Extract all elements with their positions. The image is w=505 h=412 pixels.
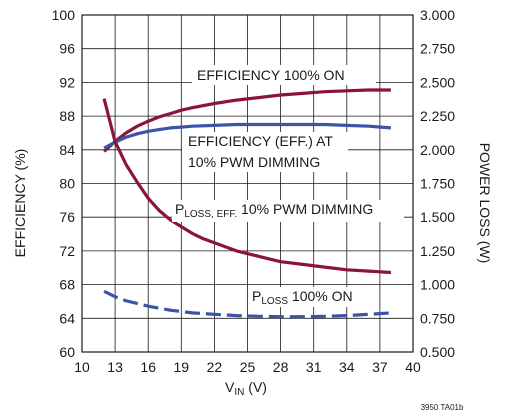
y-right-tick-label-0: 0.500 bbox=[420, 344, 455, 360]
x-tick-label-1: 13 bbox=[107, 359, 123, 375]
annotation-eff-pwm-line1: EFFICIENCY (EFF.) AT bbox=[188, 133, 333, 149]
y-right-tick-label-1: 0.750 bbox=[420, 310, 455, 326]
x-axis-label-unit: (V) bbox=[244, 379, 267, 395]
y-right-tick-label-2: 1.000 bbox=[420, 277, 455, 293]
x-tick-label-9: 37 bbox=[372, 359, 388, 375]
y-left-tick-label-3: 72 bbox=[59, 243, 75, 259]
ploss-pwm-line bbox=[102, 98, 392, 275]
y-right-tick-label-4: 1.500 bbox=[420, 209, 455, 225]
y-left-tick-label-8: 92 bbox=[59, 74, 75, 90]
x-ticks: 10 13 16 19 22 25 28 31 34 37 40 bbox=[74, 359, 421, 375]
y-right-tick-label-3: 1.250 bbox=[420, 243, 455, 259]
annotation-eff-pwm-line2: 10% PWM DIMMING bbox=[188, 154, 320, 170]
y-left-tick-label-4: 76 bbox=[59, 209, 75, 225]
annotation-ploss-pwm: PLOSS, EFF. 10% PWM DIMMING bbox=[175, 201, 373, 220]
y-left-tick-label-6: 84 bbox=[59, 142, 75, 158]
x-tick-label-2: 16 bbox=[140, 359, 156, 375]
y-right-tick-label-6: 2.000 bbox=[420, 142, 455, 158]
annotation-ploss-on-rest: 100% ON bbox=[288, 288, 353, 304]
y-left-tick-label-0: 60 bbox=[59, 344, 75, 360]
y-right-tick-label-9: 2.750 bbox=[420, 41, 455, 57]
x-axis-label-main: V bbox=[225, 379, 235, 395]
y-right-tick-label-5: 1.750 bbox=[420, 176, 455, 192]
annotation-ploss-on-sub: LOSS bbox=[261, 296, 288, 307]
y-left-tick-label-2: 68 bbox=[59, 277, 75, 293]
annotation-bg-eff-pwm bbox=[182, 132, 348, 172]
x-tick-label-6: 28 bbox=[273, 359, 289, 375]
y-left-tick-label-7: 88 bbox=[59, 108, 75, 124]
annotations: EFFICIENCY 100% ON EFFICIENCY (EFF.) AT … bbox=[172, 65, 404, 307]
y-right-ticks: 0.500 0.750 1.000 1.250 1.500 1.750 2.000 2.250… bbox=[420, 7, 455, 360]
y-left-tick-label-5: 80 bbox=[59, 176, 75, 192]
y-left-tick-label-10: 100 bbox=[52, 7, 76, 23]
x-tick-label-5: 25 bbox=[240, 359, 256, 375]
figure-id: 3950 TA01b bbox=[421, 403, 464, 412]
efficiency-100-on-line bbox=[103, 88, 391, 153]
annotation-ploss-pwm-main: P bbox=[175, 201, 184, 217]
y-right-tick-label-8: 2.500 bbox=[420, 74, 455, 90]
x-tick-label-0: 10 bbox=[74, 359, 90, 375]
annotation-bg-ploss-on bbox=[248, 287, 372, 307]
x-tick-label-10: 40 bbox=[405, 359, 421, 375]
annotation-eff-100-on: EFFICIENCY 100% ON bbox=[197, 67, 345, 83]
y-right-tick-label-10: 3.000 bbox=[420, 7, 455, 23]
ploss-100-on-line bbox=[103, 289, 392, 319]
annotation-bg-eff-100-on bbox=[192, 65, 376, 85]
y-left-tick-label-9: 96 bbox=[59, 41, 75, 57]
y-right-axis-label: POWER LOSS (W) bbox=[477, 143, 493, 264]
y-left-axis-label: EFFICIENCY (%) bbox=[12, 149, 28, 258]
efficiency-pwm-line bbox=[103, 122, 392, 150]
annotation-ploss-on-main: P bbox=[252, 288, 261, 304]
x-tick-label-8: 34 bbox=[339, 359, 355, 375]
annotation-ploss-pwm-sub: LOSS, EFF. bbox=[184, 209, 237, 220]
x-tick-label-7: 31 bbox=[306, 359, 322, 375]
y-left-ticks: 60 64 68 72 76 80 84 88 92 96 100 bbox=[52, 7, 76, 360]
x-axis-label: VIN (V) bbox=[225, 379, 267, 398]
x-tick-label-3: 19 bbox=[174, 359, 190, 375]
plot-frame bbox=[81, 14, 414, 353]
annotation-ploss-on: PLOSS 100% ON bbox=[252, 288, 353, 307]
x-tick-label-4: 22 bbox=[207, 359, 223, 375]
annotation-ploss-pwm-rest: 10% PWM DIMMING bbox=[237, 201, 373, 217]
series-group bbox=[102, 88, 392, 319]
x-axis-label-sub: IN bbox=[234, 387, 244, 398]
annotation-bg-ploss-pwm bbox=[172, 200, 404, 222]
y-left-tick-label-1: 64 bbox=[59, 310, 75, 326]
y-right-tick-label-7: 2.250 bbox=[420, 108, 455, 124]
